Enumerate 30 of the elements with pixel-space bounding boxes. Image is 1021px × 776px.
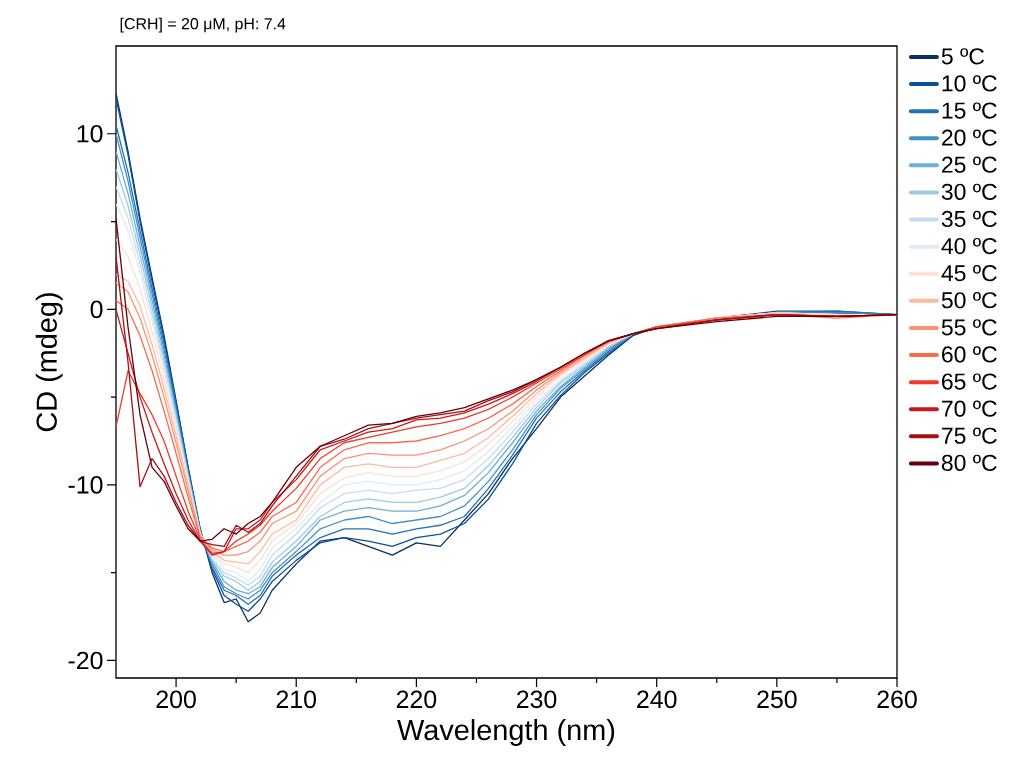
x-axis-title: Wavelength (nm) xyxy=(397,718,615,746)
y-tick-label: 0 xyxy=(90,300,103,319)
legend-label: 25 ºC xyxy=(942,156,997,173)
y-axis-title: CD (mdeg) xyxy=(35,293,63,432)
legend-label: 70 ºC xyxy=(942,400,997,417)
y-tick-label: -20 xyxy=(68,651,103,670)
legend-label: 10 ºC xyxy=(942,75,997,92)
x-tick-label: 210 xyxy=(276,690,317,709)
legend-label: 15 ºC xyxy=(942,102,997,119)
x-tick-label: 230 xyxy=(517,690,557,709)
legend-label: 55 ºC xyxy=(941,319,997,336)
chart-title: [CRH] = 20 μM, pH: 7.4 xyxy=(120,17,286,33)
x-tick-label: 200 xyxy=(156,690,196,709)
legend-label: 75 ºC xyxy=(942,427,997,444)
x-tick-label: 240 xyxy=(637,690,677,709)
x-tick-label: 250 xyxy=(757,690,797,709)
legend-label: 30 ºC xyxy=(941,183,997,200)
legend-label: 80 ºC xyxy=(941,454,997,471)
legend-label: 40 ºC xyxy=(941,237,997,255)
x-tick-label: 260 xyxy=(877,690,917,709)
legend-label: 50 ºC xyxy=(941,292,997,309)
legend-label: 35 ºC xyxy=(941,210,997,228)
legend-label: 20 ºC xyxy=(942,129,997,146)
legend-label: 65 ºC xyxy=(942,373,997,390)
y-tick-label: 10 xyxy=(77,124,103,143)
y-tick-label: -10 xyxy=(68,476,103,494)
legend-label: 5 ºC xyxy=(941,48,985,65)
x-tick-label: 220 xyxy=(396,690,437,709)
legend-label: 45 ºC xyxy=(941,264,997,282)
legend-label: 60 ºC xyxy=(942,346,997,363)
